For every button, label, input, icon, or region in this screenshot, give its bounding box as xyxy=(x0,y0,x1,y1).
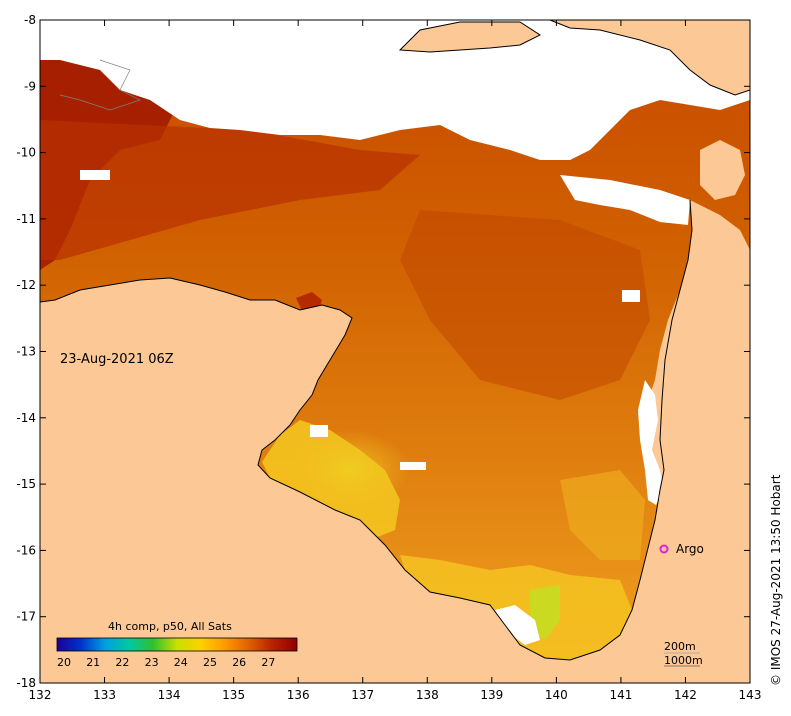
colorbar-tick-label: 27 xyxy=(261,656,275,669)
cloud-cover-ne xyxy=(560,175,690,225)
y-tick-label: -14 xyxy=(16,411,36,425)
land-new-guinea-east xyxy=(550,20,750,95)
x-tick-label: 141 xyxy=(609,688,632,702)
x-tick-label: 138 xyxy=(416,688,439,702)
cloud-south-coast xyxy=(495,605,540,645)
x-tick-label: 134 xyxy=(158,688,181,702)
depth-legend-200m: 200m xyxy=(664,640,696,653)
colorbar-tick-label: 22 xyxy=(115,656,129,669)
x-tick-label: 132 xyxy=(29,688,52,702)
warm-water-gulf-center xyxy=(400,210,650,400)
land-arnhem xyxy=(40,278,660,683)
colorbar-title: 4h comp, p50, All Sats xyxy=(108,620,232,633)
y-tick-label: -8 xyxy=(24,13,36,27)
x-tick-label: 137 xyxy=(351,688,374,702)
x-tick-label: 139 xyxy=(480,688,503,702)
colorbar-tick-label: 25 xyxy=(203,656,217,669)
cloud-patch-1 xyxy=(400,462,426,470)
cloud-east-coast xyxy=(638,380,664,505)
cloud-patch-4 xyxy=(310,425,328,437)
y-tick-label: -12 xyxy=(16,278,36,292)
depth-legend-1000m: 1000m xyxy=(664,654,703,667)
colorbar-ticks: 20 21 22 23 24 25 26 27 xyxy=(57,656,275,669)
y-tick-label: -9 xyxy=(24,79,36,93)
x-tick-label: 136 xyxy=(287,688,310,702)
y-tick-label: -11 xyxy=(16,212,36,226)
coastline-outline xyxy=(40,199,693,661)
colorbar-tick-label: 21 xyxy=(86,656,100,669)
land-cape-york xyxy=(660,200,750,683)
coastline-north xyxy=(398,20,750,96)
date-label: 23-Aug-2021 06Z xyxy=(60,352,174,367)
credit-label: © IMOS 27-Aug-2021 13:50 Hobart xyxy=(769,474,783,686)
x-tick-label: 142 xyxy=(674,688,697,702)
colorbar: 4h comp, p50, All Sats 20 21 22 23 24 25 26 27 xyxy=(56,620,298,669)
y-tick-label: -13 xyxy=(16,345,36,359)
cloud-patch-3 xyxy=(80,170,110,180)
y-tick-label: -10 xyxy=(16,146,36,160)
argo-label: Argo xyxy=(676,542,704,556)
land-new-guinea-west xyxy=(400,22,540,52)
y-tick-label: -16 xyxy=(16,543,36,557)
map-plot-area xyxy=(40,20,750,683)
x-axis-ticks: 132 133 134 135 136 137 138 139 140 141 142 143 xyxy=(29,20,762,702)
warm-water-north xyxy=(40,120,420,260)
argo-marker-icon[interactable] xyxy=(659,544,669,554)
x-tick-label: 140 xyxy=(545,688,568,702)
x-tick-label: 133 xyxy=(93,688,116,702)
colorbar-tick-label: 24 xyxy=(174,656,188,669)
y-tick-label: -18 xyxy=(16,676,36,690)
y-tick-label: -17 xyxy=(16,610,36,624)
land-east-patch xyxy=(700,140,745,200)
cloud-patch-2 xyxy=(622,290,640,302)
colorbar-tick-label: 23 xyxy=(145,656,159,669)
y-axis-ticks: -8 -9 -10 -11 -12 -13 -14 -15 -16 -17 -18 xyxy=(16,13,750,690)
y-tick-label: -15 xyxy=(16,477,36,491)
colorbar-gradient xyxy=(56,637,298,652)
depth-contour-200m xyxy=(59,59,141,111)
colorbar-tick-label: 26 xyxy=(232,656,246,669)
colorbar-tick-label: 20 xyxy=(57,656,71,669)
x-tick-label: 135 xyxy=(222,688,245,702)
cool-patch-mid xyxy=(290,430,410,510)
cool-water-greenish xyxy=(530,585,560,640)
cloud-cover-north xyxy=(40,20,750,160)
x-tick-label: 143 xyxy=(739,688,762,702)
cool-water-east xyxy=(560,470,645,560)
